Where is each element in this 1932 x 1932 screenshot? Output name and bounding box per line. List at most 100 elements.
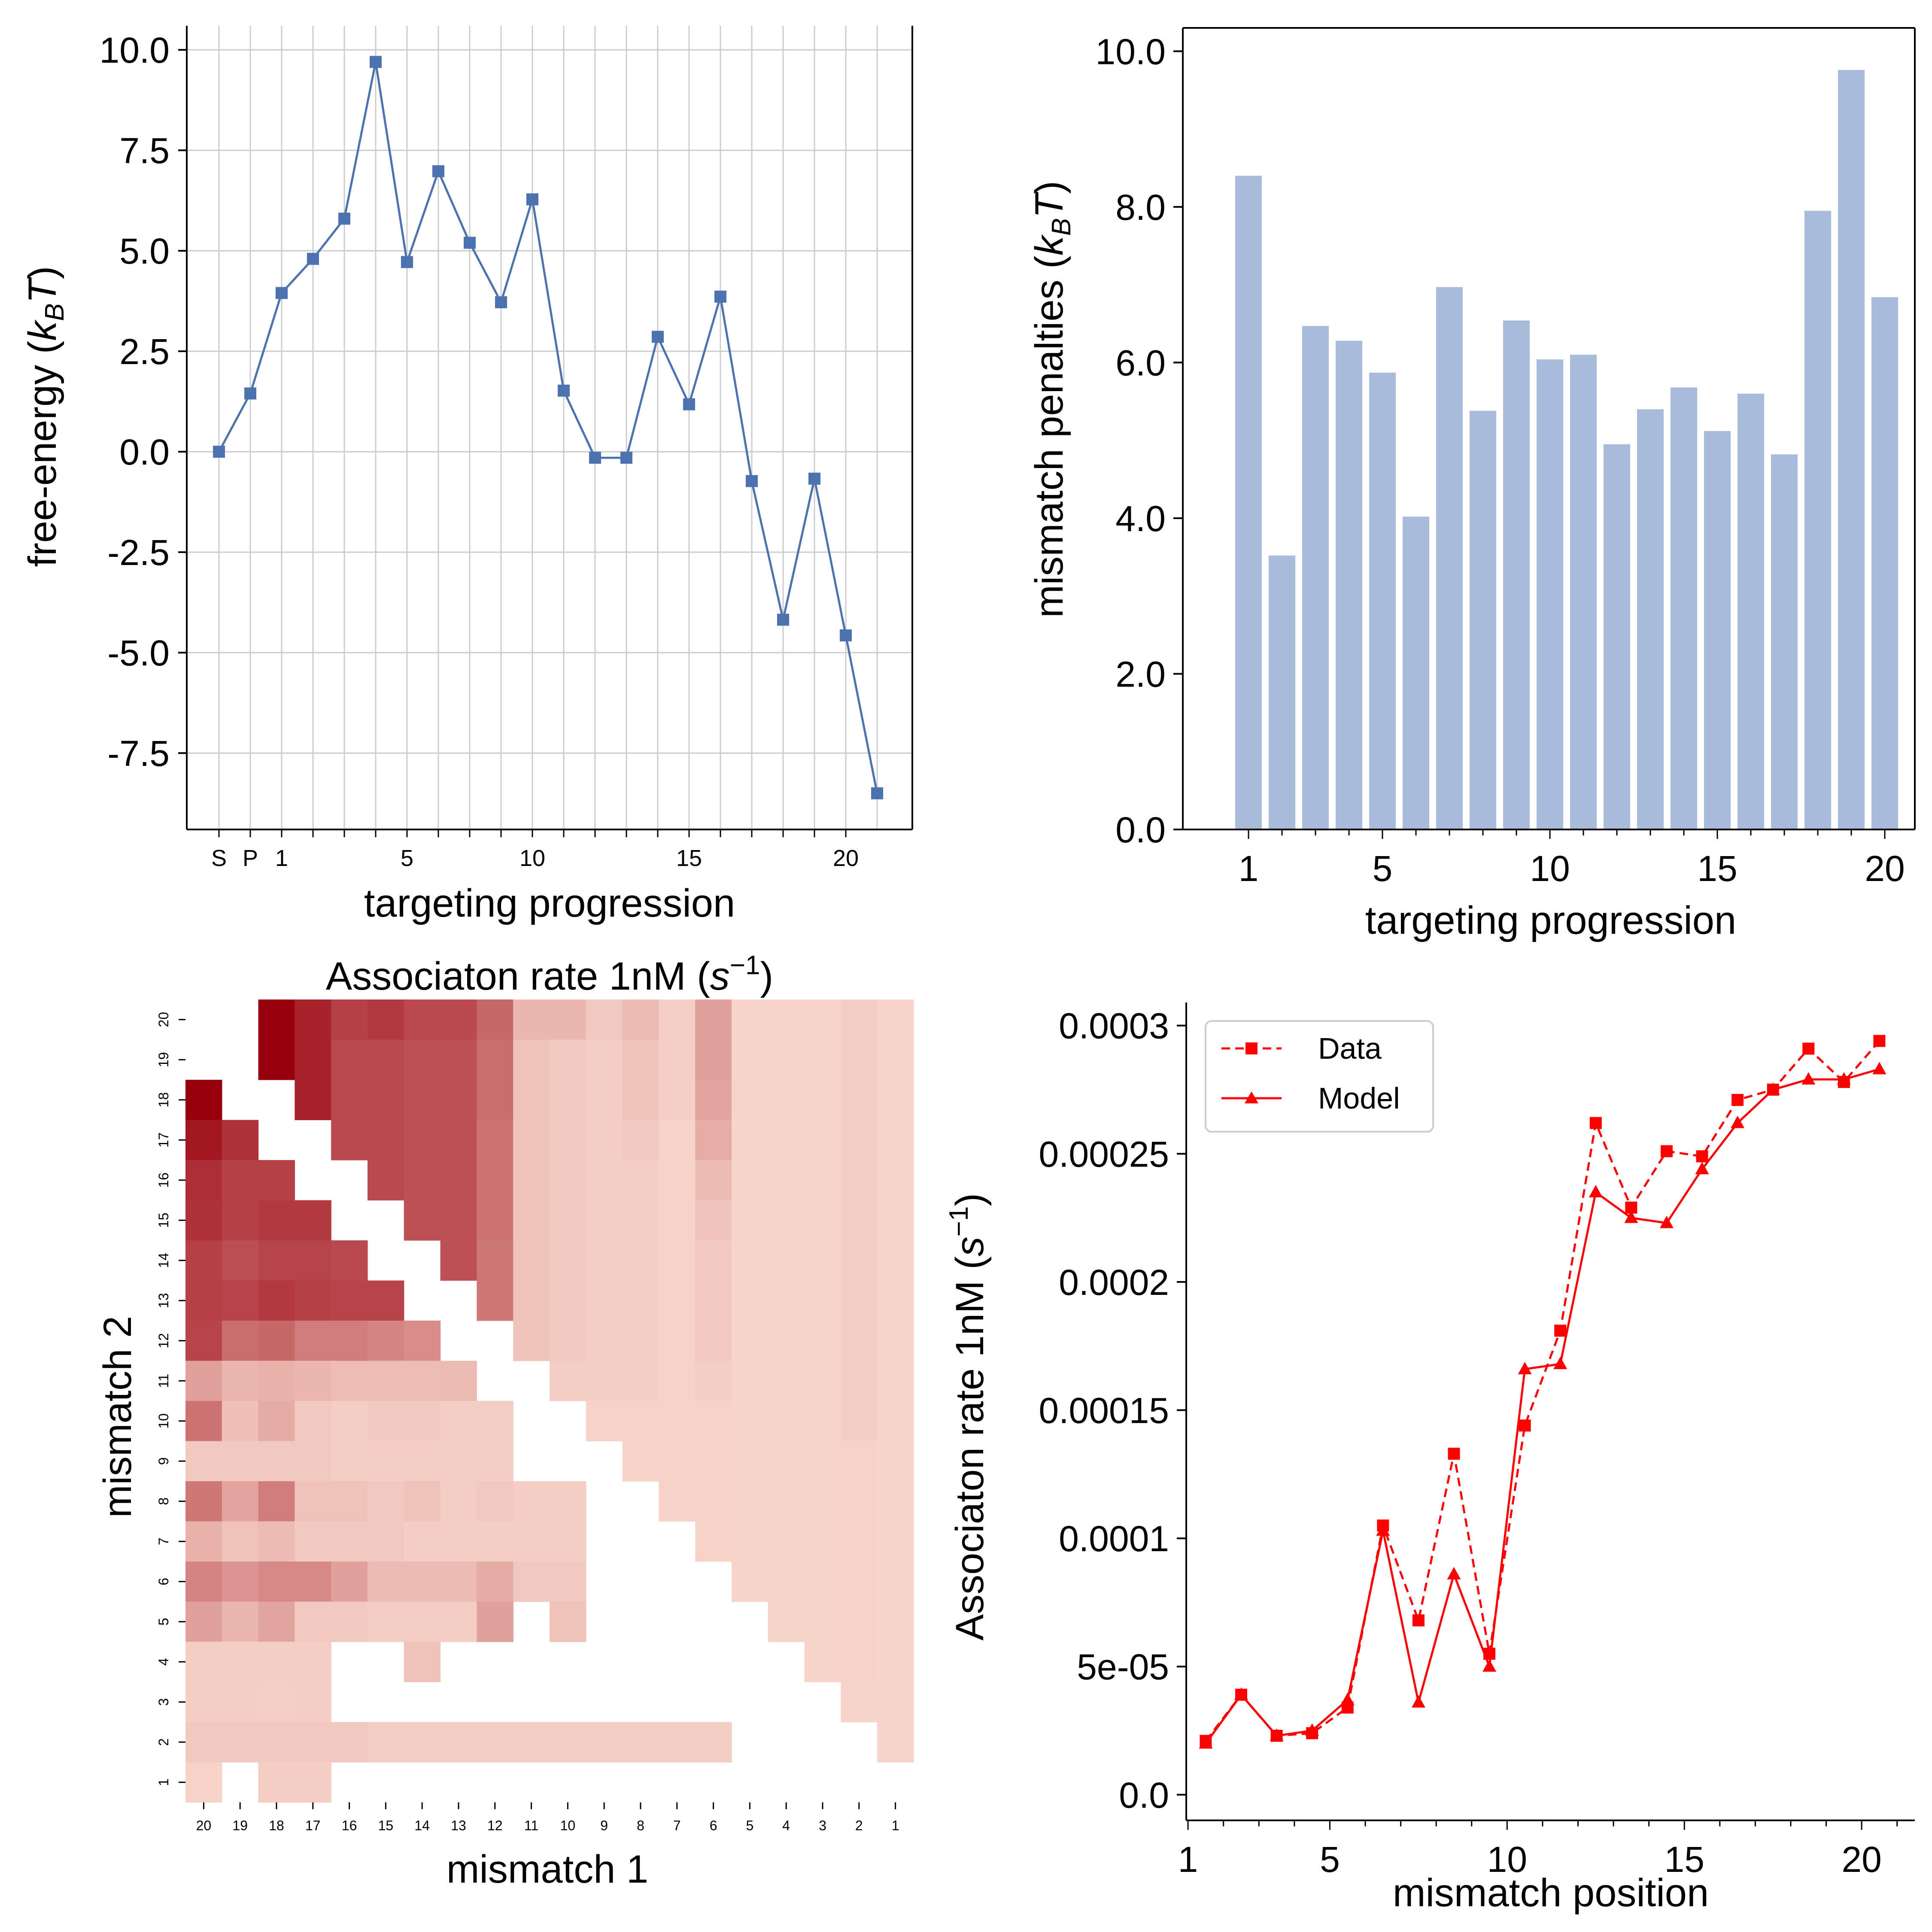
legend-data-label: Data [1318,1032,1382,1065]
mismatch-penalties-panel: 1 5 10 15 20 0.02.04.06.08.010.0 targeting p… [1027,27,1916,942]
heatmap-cell [440,1240,477,1281]
heatmap-cell [550,1160,586,1201]
heatmap-cell [622,1200,659,1241]
model-point [1305,1723,1319,1736]
free-energy-markers [213,56,883,799]
heatmap-cell [513,1240,550,1281]
heatmap-cell [440,1120,477,1160]
heatmap-cell [622,1039,659,1080]
heatmap-cell [404,1561,441,1602]
heatmap-cell [768,1561,805,1602]
heatmap-cell [404,1481,441,1522]
heatmap-cell [295,999,331,1040]
heatmap-cell [586,1160,623,1201]
association-rate-y-tick-label: 5e-05 [1077,1647,1169,1687]
heatmap-cell [768,1080,805,1121]
association-rate-axes [1185,1002,1915,1821]
heatmap-y-tick-label: 8 [156,1498,171,1505]
heatmap-cell [331,1080,368,1121]
heatmap-cell [404,1401,441,1442]
heatmap-y-ticks: 20 19 18 17 16 15 14 13 12 11 10 9 8 7 6 5 4 3 2 1 [156,1012,185,1786]
heatmap-cell [368,1441,404,1482]
heatmap-cell [222,1642,259,1683]
mismatch-penalties-y-tick-label: 4.0 [1115,498,1166,539]
heatmap-cell [659,1280,696,1321]
heatmap-cell [550,1039,586,1080]
heatmap-cell [404,1160,441,1201]
heatmap-cell [732,1280,769,1321]
heatmap-cell [695,1240,732,1281]
heatmap-cell [258,1642,295,1683]
association-rate-x-tick-label: 5 [1320,1839,1340,1880]
model-series-line [1205,1068,1880,1744]
free-energy-y-tick-label: -2.5 [107,532,170,573]
heatmap-cell [477,1401,513,1442]
heatmap-x-tick-label: 11 [524,1818,538,1833]
heatmap-cell [258,1561,295,1602]
mismatch-penalty-bar [1671,387,1697,829]
heatmap-cell [841,1441,878,1482]
association-rate-x-tick-label: 1 [1178,1839,1198,1880]
association-rate-series [1199,1035,1886,1749]
heatmap-cell [477,1481,513,1522]
free-energy-x-tick-label: 1 [275,845,288,871]
heatmap-cell [586,1039,623,1080]
heatmap-cells [185,999,914,1803]
heatmap-cell [368,1722,404,1763]
heatmap-cell [185,1240,222,1281]
heatmap-x-tick-label: 8 [637,1818,644,1833]
heatmap-cell [331,1280,368,1321]
heatmap-cell [732,1441,769,1482]
association-rate-y-tick-label: 0.0002 [1059,1262,1169,1303]
heatmap-cell [586,1240,623,1281]
heatmap-cell [877,1601,914,1642]
association-rate-legend: Data Model [1205,1020,1434,1133]
heatmap-cell [695,1120,732,1160]
free-energy-y-tick-label: 2.5 [119,331,170,372]
heatmap-cell [185,1561,222,1602]
heatmap-cell [222,1361,259,1401]
heatmap-cell [695,1321,732,1361]
heatmap-cell [586,1120,623,1160]
heatmap-cell [477,1280,513,1321]
association-rate-y-tick-label: 0.0001 [1059,1519,1169,1559]
heatmap-cell [550,1200,586,1241]
free-energy-point [871,787,883,799]
heatmap-cell [295,1200,331,1241]
heatmap-cell [732,1561,769,1602]
association-rate-x-tick-label: 20 [1841,1839,1881,1880]
heatmap-cell [258,1521,295,1562]
data-point [1448,1448,1460,1460]
heatmap-cell [768,1321,805,1361]
heatmap-cell [622,1401,659,1442]
heatmap-x-tick-label: 1 [892,1818,899,1833]
heatmap-cell [804,1642,841,1683]
heatmap-cell [185,1160,222,1201]
model-point [1695,1162,1709,1175]
heatmap-cell [586,1080,623,1121]
heatmap-cell [513,1521,550,1562]
heatmap-cell [550,1321,586,1361]
model-point [1340,1692,1355,1705]
model-point [1659,1215,1674,1228]
heatmap-cell [404,1441,441,1482]
heatmap-cell [477,1561,513,1602]
heatmap-cell [695,1280,732,1321]
heatmap-cell [477,1722,513,1763]
heatmap-y-tick-label: 15 [156,1212,171,1228]
free-energy-point [495,296,507,308]
mismatch-penalties-y-tick-label: 2.0 [1115,654,1166,694]
heatmap-cell [440,1441,477,1482]
heatmap-x-tick-label: 14 [414,1818,430,1833]
data-point [1554,1324,1567,1337]
heatmap-cell [622,1361,659,1401]
heatmap-cell [368,1361,404,1401]
heatmap-cell [222,1601,259,1642]
heatmap-cell [331,1361,368,1401]
heatmap-cell [222,1280,259,1321]
heatmap-cell [368,1601,404,1642]
free-energy-y-tick-label: 7.5 [119,131,170,171]
heatmap-y-tick-label: 10 [156,1413,171,1429]
heatmap-cell [185,1682,222,1722]
heatmap-cell [804,1441,841,1482]
